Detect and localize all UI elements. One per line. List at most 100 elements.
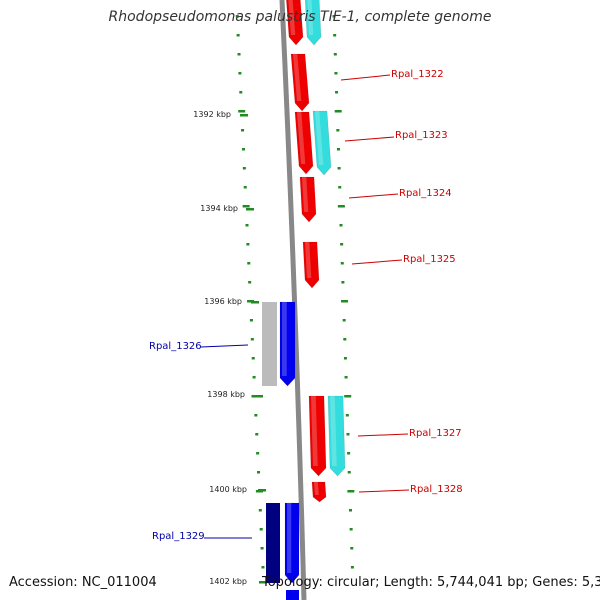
leader-rpal-1325: [351, 259, 403, 265]
genome-summary-text: Topology: circular; Length: 5,744,041 bp…: [262, 575, 600, 590]
gene-arrow-rpal-1326-shine: [282, 302, 287, 376]
gene-rpal-1329-dark: [266, 503, 280, 583]
cds-arrow-rpal-1327: [327, 395, 346, 477]
major-tick-mark: [240, 114, 248, 117]
axis-tick-label: 1394 kbp: [200, 204, 238, 213]
left-tick-mark: [258, 509, 262, 512]
major-tick-mark: [251, 301, 259, 304]
left-tick-mark: [241, 148, 245, 151]
right-tick-mark: [333, 53, 337, 56]
cds-arrow-rpal-1323: [312, 110, 332, 176]
gene-arrow-rpal-1328-shine: [314, 482, 319, 495]
genome-backbone: [279, 0, 307, 600]
axis-tick-label: 1392 kbp: [193, 110, 231, 119]
pseudogene-rpal-1326: [262, 302, 277, 386]
left-tick-mark: [252, 376, 256, 379]
right-tick-mark: [341, 281, 345, 284]
leader-rpal-1323: [344, 136, 395, 142]
left-tick-mark: [254, 414, 258, 417]
label-leader-lines: [200, 74, 410, 539]
left-tick-mark: [250, 338, 254, 341]
right-tick-mark: [340, 262, 344, 265]
gene-arrow-rpal-1323: [294, 111, 314, 175]
axis-tick-label: 1396 kbp: [204, 297, 242, 306]
leader-rpal-1328: [358, 489, 410, 493]
axis-tick-label: 1400 kbp: [209, 485, 247, 494]
tick-dots: [235, 15, 355, 584]
right-tick-mark: [334, 110, 342, 113]
gene-arrow-rpal-1328: [311, 481, 327, 503]
right-tick-mark: [337, 205, 345, 208]
cds-arrow-rpal-1327-shine: [330, 396, 337, 466]
right-tick-mark: [350, 547, 354, 550]
axis-tick-label: 1398 kbp: [207, 390, 245, 399]
major-tick-mark: [246, 208, 254, 211]
right-tick-mark: [334, 72, 338, 75]
right-tick-mark: [346, 433, 350, 436]
left-tick-mark: [248, 281, 252, 284]
left-tick-mark: [238, 110, 246, 113]
gene-arrow-forward-shine: [288, 0, 296, 35]
right-tick-mark: [347, 452, 351, 455]
gene-label-rpal-1324[interactable]: Rpal_1324: [399, 188, 452, 199]
left-tick-mark: [236, 34, 240, 37]
right-tick-mark: [345, 414, 349, 417]
right-tick-mark: [349, 509, 352, 512]
major-tick-mark: [258, 489, 266, 492]
gene-arrow-rpal-1322: [290, 53, 310, 112]
gene-arrow-rpal-1323-shine: [297, 112, 306, 164]
gene-label-rpal-1327[interactable]: Rpal_1327: [409, 428, 462, 439]
right-tick-mark: [343, 338, 347, 341]
left-tick-mark: [247, 262, 251, 265]
left-tick-mark: [255, 433, 259, 436]
gene-partial-bottom: [286, 590, 299, 600]
gene-label-rpal-1323[interactable]: Rpal_1323: [395, 130, 448, 141]
gene-arrow-rpal-1329-shine: [287, 503, 292, 573]
left-tick-mark: [261, 566, 265, 569]
left-tick-mark: [251, 395, 259, 398]
major-tick-mark: [255, 395, 263, 398]
right-tick-mark: [344, 395, 352, 398]
gene-label-rpal-1325[interactable]: Rpal_1325: [403, 254, 456, 265]
gene-arrow-rpal-1325-shine: [305, 242, 312, 278]
left-tick-mark: [237, 53, 241, 56]
gene-arrow-rpal-1327-shine: [311, 396, 318, 466]
leader-rpal-1327: [357, 433, 409, 437]
left-tick-mark: [260, 547, 264, 550]
gene-arrow-forward: [286, 0, 304, 46]
cds-arrow-rpal-1323-shine: [315, 111, 324, 165]
left-tick-mark: [242, 167, 246, 170]
right-tick-mark: [350, 566, 354, 569]
gene-arrow-rpal-1327: [308, 395, 327, 477]
right-tick-mark: [335, 91, 339, 94]
right-tick-mark: [341, 300, 349, 303]
right-tick-mark: [336, 129, 340, 132]
right-tick-mark: [338, 186, 342, 189]
gene-arrow-rpal-1329: [284, 502, 300, 584]
left-tick-mark: [239, 91, 243, 94]
left-tick-mark: [235, 15, 239, 18]
cds-arrow-forward-shine: [307, 0, 314, 35]
cds-arrow-forward: [304, 0, 322, 46]
right-tick-mark: [339, 224, 343, 227]
gene-label-rpal-1326[interactable]: Rpal_1326: [149, 341, 202, 352]
gene-label-rpal-1329[interactable]: Rpal_1329: [152, 531, 205, 542]
right-tick-mark: [342, 319, 346, 322]
leader-rpal-1326: [200, 344, 249, 348]
right-tick-mark: [349, 528, 353, 531]
left-tick-mark: [249, 319, 253, 322]
right-tick-mark: [332, 15, 336, 18]
right-tick-mark: [336, 148, 340, 151]
right-tick-mark: [333, 34, 337, 37]
gene-features: [262, 0, 346, 600]
gene-label-rpal-1322[interactable]: Rpal_1322: [391, 69, 444, 80]
left-tick-mark: [257, 471, 261, 474]
left-tick-mark: [251, 357, 255, 360]
accession-text: Accession: NC_011004: [9, 575, 157, 590]
gene-label-rpal-1328[interactable]: Rpal_1328: [410, 484, 463, 495]
left-tick-mark: [243, 186, 247, 189]
axis-tick-label: 1402 kbp: [209, 577, 247, 586]
right-tick-mark: [340, 243, 344, 246]
